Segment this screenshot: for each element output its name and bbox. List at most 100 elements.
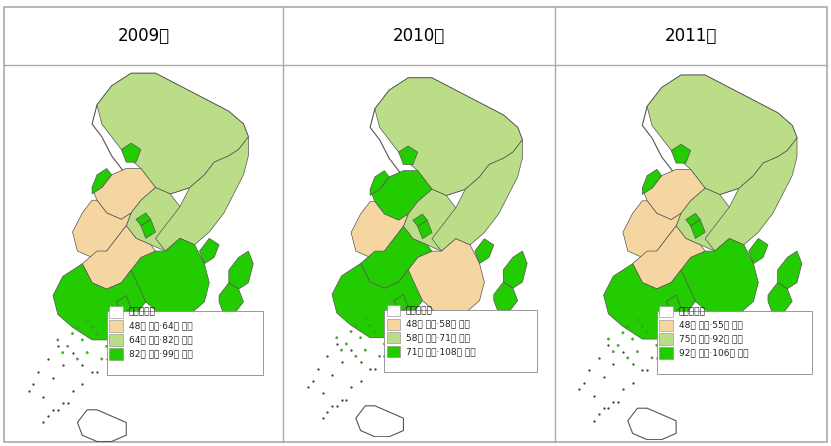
Polygon shape xyxy=(72,200,131,257)
Point xyxy=(335,359,348,366)
Polygon shape xyxy=(370,171,432,220)
Point xyxy=(344,347,357,354)
Bar xyxy=(656,311,812,374)
Polygon shape xyxy=(370,78,523,195)
Point xyxy=(76,336,89,343)
Point xyxy=(621,355,634,362)
Point xyxy=(96,355,109,363)
Bar xyxy=(109,334,123,346)
Point xyxy=(631,317,644,324)
Point xyxy=(91,330,104,337)
Text: 미점가지역: 미점가지역 xyxy=(679,307,706,316)
Point xyxy=(670,342,683,349)
Text: 미점가지역: 미점가지역 xyxy=(129,307,155,317)
Polygon shape xyxy=(686,213,701,226)
Point xyxy=(588,417,601,424)
Point xyxy=(636,323,649,330)
Point xyxy=(617,348,630,355)
Point xyxy=(626,335,639,343)
Point xyxy=(66,387,79,394)
Text: 48점 이상·55점 미만: 48점 이상·55점 미만 xyxy=(679,321,742,330)
Text: 48점 이상·58점 미만: 48점 이상·58점 미만 xyxy=(406,320,470,329)
Polygon shape xyxy=(676,188,739,251)
Point xyxy=(621,323,634,330)
Point xyxy=(650,355,663,362)
Polygon shape xyxy=(92,169,155,219)
Polygon shape xyxy=(666,295,681,314)
Polygon shape xyxy=(647,75,797,194)
Point xyxy=(573,386,586,393)
Point xyxy=(307,377,320,384)
Point xyxy=(52,336,65,343)
Point xyxy=(607,398,620,405)
Point xyxy=(86,368,99,375)
Text: 2011년: 2011년 xyxy=(665,27,717,45)
Point xyxy=(57,362,70,369)
Polygon shape xyxy=(370,171,389,195)
Text: 미점가지역: 미점가지역 xyxy=(406,306,433,315)
Point xyxy=(354,359,367,366)
Point xyxy=(578,380,591,387)
Point xyxy=(354,377,367,384)
Point xyxy=(71,355,84,363)
Point xyxy=(368,328,381,335)
Polygon shape xyxy=(53,264,145,340)
Point xyxy=(110,349,123,356)
Point xyxy=(626,361,639,368)
Point xyxy=(597,405,610,412)
Polygon shape xyxy=(92,169,111,194)
Polygon shape xyxy=(97,73,248,194)
Text: 82점 이상·99점 미만: 82점 이상·99점 미만 xyxy=(129,349,193,359)
Text: 64점 이상·82점 미만: 64점 이상·82점 미만 xyxy=(129,335,192,344)
Polygon shape xyxy=(413,214,427,227)
Point xyxy=(326,372,339,379)
Bar xyxy=(385,310,537,372)
Point xyxy=(636,367,649,374)
Point xyxy=(100,343,113,350)
Point xyxy=(588,392,601,399)
Point xyxy=(22,387,35,394)
Point xyxy=(61,400,74,407)
Polygon shape xyxy=(77,410,126,442)
Point xyxy=(37,419,50,426)
Text: 71점 이상·108점 미만: 71점 이상·108점 미만 xyxy=(406,347,475,356)
Point xyxy=(52,343,65,350)
Polygon shape xyxy=(136,213,150,226)
Bar xyxy=(106,311,263,375)
Point xyxy=(326,402,339,409)
Point xyxy=(349,322,362,329)
Polygon shape xyxy=(768,282,792,314)
Point xyxy=(349,353,362,360)
Polygon shape xyxy=(332,264,422,338)
Polygon shape xyxy=(681,239,759,320)
Polygon shape xyxy=(375,78,523,195)
Bar xyxy=(659,320,673,331)
Point xyxy=(71,324,84,331)
Polygon shape xyxy=(642,169,706,219)
Point xyxy=(641,329,654,336)
Point xyxy=(359,347,372,354)
Point xyxy=(597,373,610,380)
Point xyxy=(602,342,615,349)
Point xyxy=(335,396,348,403)
Point xyxy=(368,365,381,372)
Point xyxy=(378,340,391,347)
Point xyxy=(66,349,79,356)
Polygon shape xyxy=(642,75,797,194)
Point xyxy=(115,336,128,343)
Polygon shape xyxy=(219,283,243,314)
Point xyxy=(32,368,45,375)
Polygon shape xyxy=(749,239,768,264)
Point xyxy=(373,353,386,360)
Point xyxy=(321,353,334,360)
Point xyxy=(340,340,353,347)
Point xyxy=(86,324,99,331)
Bar xyxy=(386,346,400,357)
Polygon shape xyxy=(126,188,189,251)
Point xyxy=(612,398,625,405)
Point xyxy=(607,348,620,355)
Point xyxy=(392,334,406,341)
Polygon shape xyxy=(141,219,155,238)
Point xyxy=(593,411,606,418)
Bar xyxy=(386,332,400,343)
